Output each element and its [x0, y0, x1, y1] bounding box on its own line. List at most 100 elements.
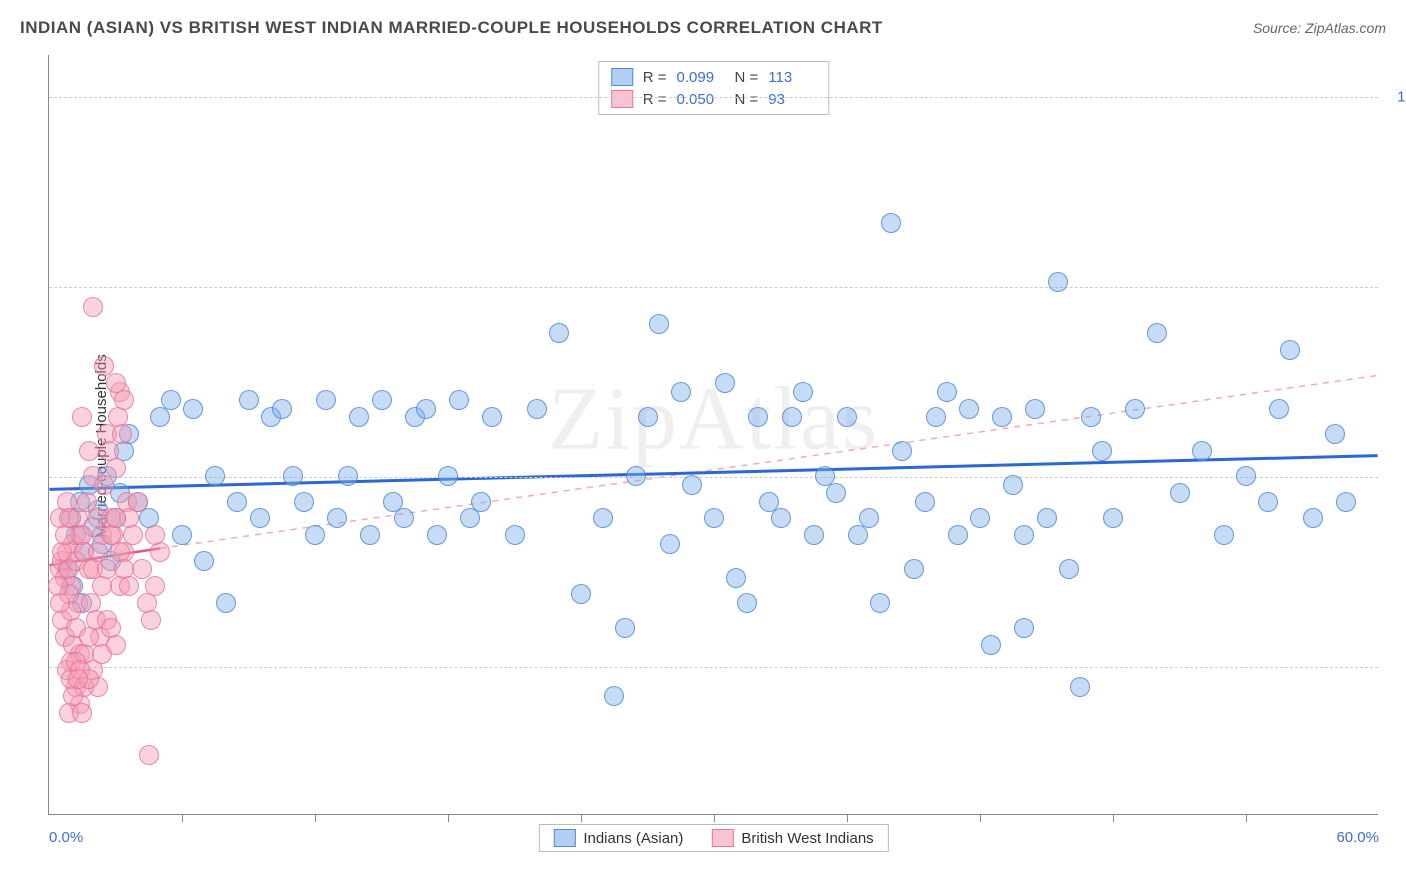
xtick: [980, 814, 981, 822]
data-point: [737, 593, 757, 613]
data-point: [1280, 340, 1300, 360]
stats-legend-box: R = 0.099 N = 113 R = 0.050 N = 93: [598, 61, 830, 115]
data-point: [1214, 525, 1234, 545]
stats-row: R = 0.099 N = 113: [611, 66, 817, 88]
data-point: [793, 382, 813, 402]
stat-r-label: R =: [643, 69, 667, 86]
data-point: [338, 466, 358, 486]
data-point: [638, 407, 658, 427]
data-point: [79, 441, 99, 461]
data-point: [1092, 441, 1112, 461]
legend-item: Indians (Asian): [553, 829, 683, 847]
data-point: [372, 390, 392, 410]
data-point: [726, 568, 746, 588]
data-point: [416, 399, 436, 419]
data-point: [112, 424, 132, 444]
gridline: [49, 477, 1378, 478]
data-point: [881, 213, 901, 233]
gridline: [49, 667, 1378, 668]
data-point: [715, 373, 735, 393]
data-point: [427, 525, 447, 545]
data-point: [937, 382, 957, 402]
xtick: [1113, 814, 1114, 822]
data-point: [1269, 399, 1289, 419]
data-point: [1303, 508, 1323, 528]
data-point: [671, 382, 691, 402]
swatch-pink-icon: [611, 90, 633, 108]
data-point: [145, 525, 165, 545]
swatch-blue-icon: [553, 829, 575, 847]
data-point: [1125, 399, 1145, 419]
data-point: [626, 466, 646, 486]
data-point: [615, 618, 635, 638]
data-point: [106, 373, 126, 393]
data-point: [1325, 424, 1345, 444]
trend-lines: [49, 55, 1378, 814]
data-point: [1170, 483, 1190, 503]
data-point: [250, 508, 270, 528]
data-point: [360, 525, 380, 545]
data-point: [970, 508, 990, 528]
data-point: [1070, 677, 1090, 697]
data-point: [1014, 618, 1034, 638]
data-point: [915, 492, 935, 512]
data-point: [79, 627, 99, 647]
data-point: [1025, 399, 1045, 419]
data-point: [660, 534, 680, 554]
data-point: [460, 508, 480, 528]
data-point: [55, 525, 75, 545]
data-point: [216, 593, 236, 613]
data-point: [194, 551, 214, 571]
data-point: [128, 492, 148, 512]
data-point: [1147, 323, 1167, 343]
stats-row: R = 0.050 N = 93: [611, 88, 817, 110]
data-point: [327, 508, 347, 528]
xtick-label: 60.0%: [1336, 829, 1379, 846]
data-point: [1059, 559, 1079, 579]
source-label: Source: ZipAtlas.com: [1253, 20, 1386, 36]
data-point: [981, 635, 1001, 655]
data-point: [505, 525, 525, 545]
xtick: [581, 814, 582, 822]
data-point: [114, 390, 134, 410]
data-point: [904, 559, 924, 579]
data-point: [604, 686, 624, 706]
data-point: [870, 593, 890, 613]
data-point: [682, 475, 702, 495]
ytick-label: 32.5%: [1388, 659, 1406, 676]
data-point: [837, 407, 857, 427]
data-point: [183, 399, 203, 419]
data-point: [1003, 475, 1023, 495]
data-point: [549, 323, 569, 343]
chart-title: INDIAN (ASIAN) VS BRITISH WEST INDIAN MA…: [20, 18, 883, 38]
data-point: [83, 297, 103, 317]
data-point: [92, 576, 112, 596]
data-point: [141, 610, 161, 630]
data-point: [161, 390, 181, 410]
xtick-label: 0.0%: [49, 829, 83, 846]
series-legend: Indians (Asian) British West Indians: [538, 824, 888, 852]
xtick: [1246, 814, 1247, 822]
gridline: [49, 97, 1378, 98]
data-point: [1014, 525, 1034, 545]
data-point: [1336, 492, 1356, 512]
xtick: [182, 814, 183, 822]
data-point: [94, 475, 114, 495]
stat-n-label: N =: [735, 91, 759, 108]
data-point: [1258, 492, 1278, 512]
data-point: [59, 508, 79, 528]
data-point: [948, 525, 968, 545]
data-point: [316, 390, 336, 410]
data-point: [150, 542, 170, 562]
data-point: [106, 635, 126, 655]
stat-r-label: R =: [643, 91, 667, 108]
legend-label: British West Indians: [741, 830, 873, 847]
swatch-pink-icon: [711, 829, 733, 847]
data-point: [926, 407, 946, 427]
data-point: [106, 458, 126, 478]
xtick: [847, 814, 848, 822]
data-point: [1048, 272, 1068, 292]
data-point: [1236, 466, 1256, 486]
data-point: [438, 466, 458, 486]
data-point: [1103, 508, 1123, 528]
